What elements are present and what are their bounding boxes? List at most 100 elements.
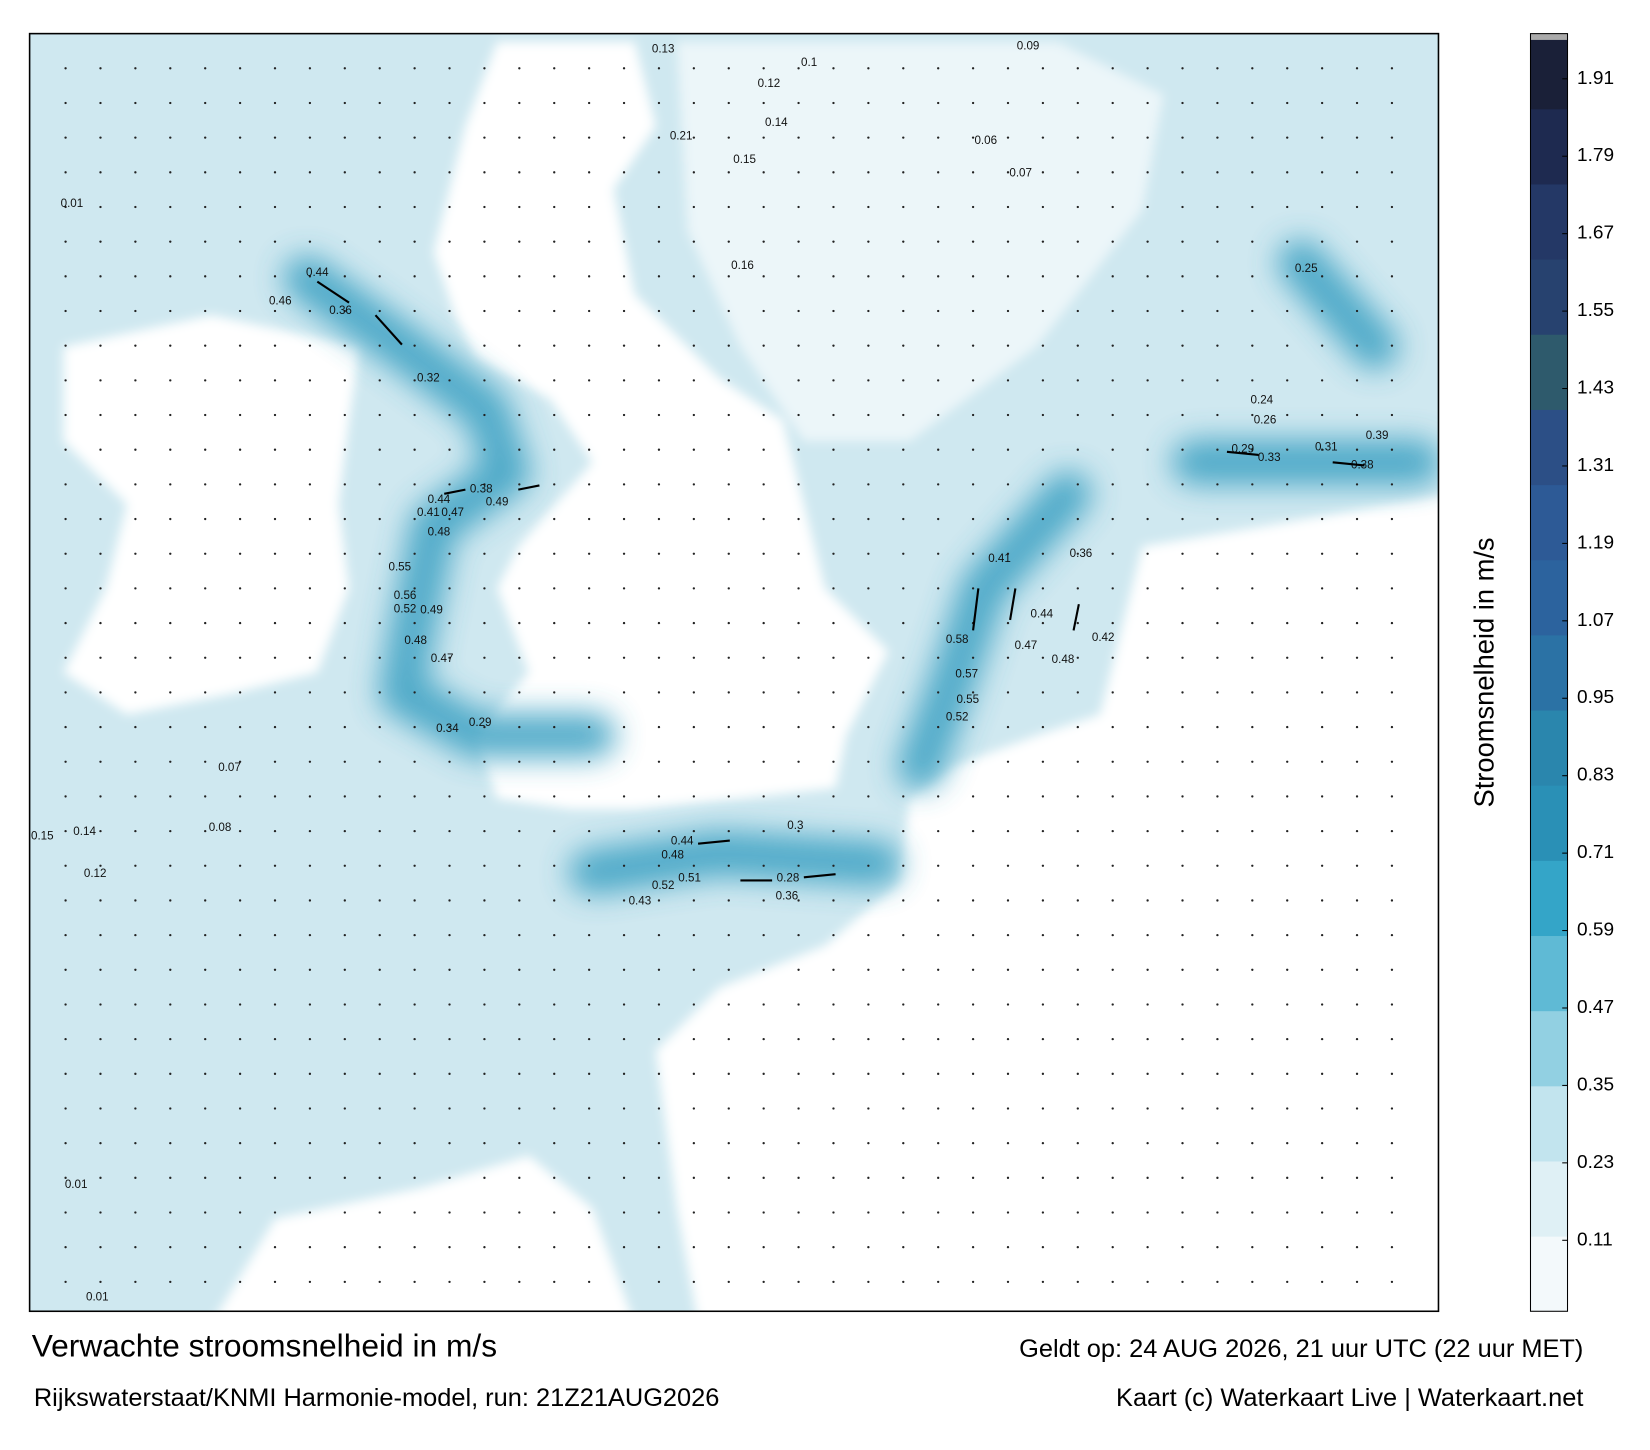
grid-dot: [413, 136, 416, 139]
grid-dot: [587, 309, 591, 313]
grid-dot: [1111, 517, 1114, 521]
grid-dot: [1146, 1107, 1149, 1110]
grid-dot: [587, 552, 591, 555]
grid-dot: [797, 171, 800, 174]
grid-dot: [622, 101, 626, 105]
grid-dot: [797, 725, 800, 729]
grid-dot: [1216, 171, 1219, 174]
grid-dot: [204, 67, 207, 70]
flow-arrow: [374, 314, 403, 346]
grid-dot: [797, 240, 800, 243]
grid-dot: [692, 933, 696, 937]
grid-dot: [1076, 587, 1079, 590]
grid-dot: [762, 725, 765, 729]
grid-dot: [64, 136, 67, 139]
current-label: 0.41: [988, 553, 1011, 565]
grid-dot: [238, 587, 242, 590]
grid-dot: [622, 483, 626, 486]
grid-dot: [134, 760, 137, 763]
grid-dot: [238, 795, 242, 798]
grid-dot: [1355, 379, 1359, 382]
grid-dot: [1286, 864, 1289, 867]
grid-dot: [64, 760, 67, 763]
grid-dot: [99, 1003, 102, 1006]
grid-dot: [483, 379, 486, 382]
colorbar-label: Stroomsnelheid in m/s: [1468, 537, 1499, 807]
grid-dot: [1076, 275, 1079, 278]
grid-dot: [1355, 1142, 1359, 1145]
grid-dot: [1181, 344, 1184, 347]
grid-dot: [762, 275, 765, 278]
grid-dot: [1216, 968, 1219, 971]
grid-dot: [343, 483, 346, 486]
grid-dot: [622, 1142, 626, 1145]
grid-dot: [937, 552, 940, 555]
grid-dot: [1146, 101, 1149, 105]
color-band: [1530, 409, 1568, 486]
grid-dot: [797, 205, 800, 209]
current-label: 0.44: [428, 494, 451, 506]
grid-dot: [1041, 1176, 1045, 1179]
grid-dot: [1390, 171, 1394, 174]
grid-dot: [587, 1107, 591, 1110]
grid-dot: [902, 483, 905, 486]
colorbar-tick-label: 0.23: [1577, 1152, 1614, 1173]
grid-dot: [1076, 933, 1079, 937]
grid-dot: [343, 101, 346, 105]
grid-dot: [238, 344, 242, 347]
grid-dot: [832, 309, 835, 313]
grid-dot: [797, 1003, 800, 1006]
grid-dot: [1181, 67, 1184, 70]
grid-dot: [1390, 275, 1394, 278]
grid-dot: [1320, 1142, 1324, 1145]
grid-dot: [867, 1142, 870, 1145]
grid-dot: [238, 171, 242, 174]
grid-dot: [134, 899, 137, 902]
grid-dot: [1216, 725, 1219, 729]
grid-dot: [1320, 829, 1324, 833]
current-label: 0.15: [31, 830, 54, 842]
grid-dot: [1181, 1280, 1184, 1284]
grid-dot: [448, 1142, 451, 1145]
grid-dot: [64, 309, 67, 313]
grid-dot: [1146, 968, 1149, 971]
grid-dot: [99, 621, 102, 625]
grid-dot: [832, 483, 835, 486]
grid-dot: [692, 205, 696, 209]
grid-dot: [448, 968, 451, 971]
grid-dot: [1251, 1142, 1254, 1145]
grid-dot: [1076, 656, 1079, 659]
grid-dot: [378, 1142, 381, 1145]
grid-dot: [1286, 725, 1289, 729]
grid-dot: [99, 1037, 102, 1041]
grid-dot: [657, 760, 661, 763]
grid-dot: [971, 968, 975, 971]
grid-dot: [169, 67, 172, 70]
current-label: 0.01: [65, 1179, 88, 1191]
grid-dot: [1216, 691, 1219, 694]
grid-dot: [238, 483, 242, 486]
grid-dot: [1320, 795, 1324, 798]
grid-dot: [378, 1176, 381, 1179]
grid-dot: [483, 656, 486, 659]
grid-dot: [448, 101, 451, 105]
grid-dot: [1216, 1037, 1219, 1041]
grid-dot: [1355, 933, 1359, 937]
grid-dot: [1251, 1176, 1254, 1179]
grid-dot: [1111, 1176, 1114, 1179]
grid-dot: [797, 864, 800, 867]
grid-dot: [378, 1280, 381, 1284]
grid-dot: [902, 1142, 905, 1145]
grid-dot: [657, 309, 661, 313]
grid-dot: [1006, 1280, 1010, 1284]
grid-dot: [1111, 205, 1114, 209]
grid-dot: [971, 864, 975, 867]
grid-dot: [99, 517, 102, 521]
grid-dot: [378, 101, 381, 105]
grid-dot: [762, 1037, 765, 1041]
grid-dot: [867, 621, 870, 625]
grid-dot: [553, 483, 556, 486]
grid-dot: [797, 379, 800, 382]
grid-dot: [1146, 309, 1149, 313]
grid-dot: [622, 448, 626, 451]
